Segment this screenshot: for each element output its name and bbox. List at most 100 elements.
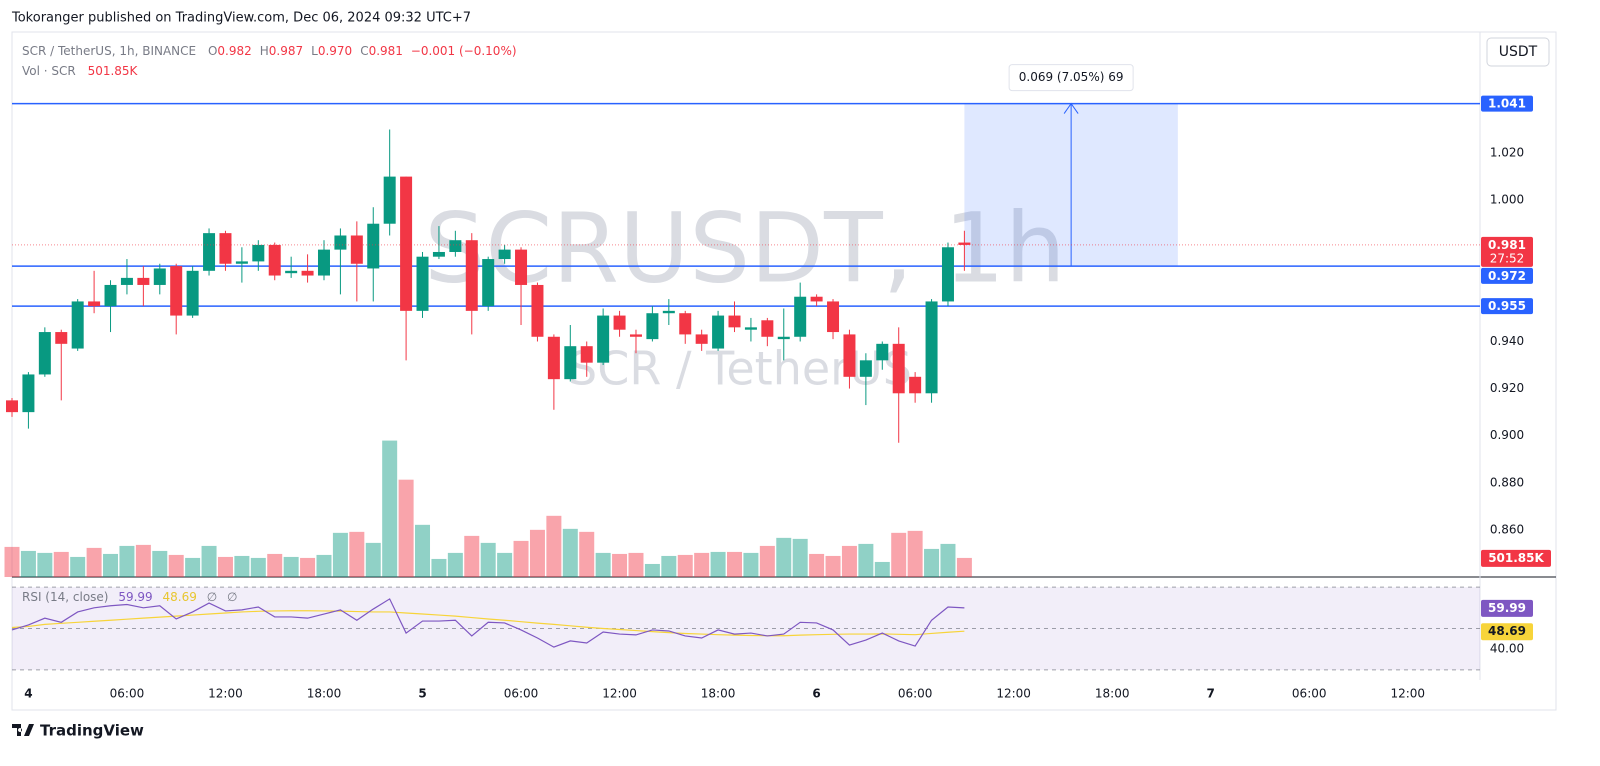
- candle-body: [662, 310, 675, 314]
- candle-body: [892, 343, 905, 394]
- currency-label[interactable]: USDT: [1499, 44, 1538, 60]
- price-tag: [1481, 298, 1533, 315]
- candle-body: [22, 374, 35, 413]
- rsi-legend: RSI (14, close) 59.99 48.69 ∅ ∅: [22, 590, 237, 604]
- y-tick-label: 0.940: [1490, 334, 1524, 348]
- candle-body: [958, 242, 971, 245]
- volume-bar: [628, 552, 644, 577]
- volume-bar: [841, 545, 857, 577]
- candle-body: [695, 334, 708, 344]
- volume-value: 501.85K: [88, 64, 139, 78]
- volume-tag-label: 501.85K: [1488, 551, 1544, 565]
- x-tick-label: 12:00: [996, 687, 1031, 701]
- volume-bar: [956, 557, 972, 577]
- volume-bar: [283, 556, 299, 577]
- volume-bar: [447, 552, 463, 577]
- volume-name: Vol · SCR: [22, 64, 76, 78]
- volume-bar: [891, 532, 907, 577]
- volume-bar: [365, 542, 381, 577]
- volume-bar: [4, 546, 20, 577]
- volume-bar: [825, 555, 841, 577]
- rsi-tag: [1481, 599, 1533, 617]
- volume-bar: [710, 551, 726, 577]
- volume-bar: [907, 530, 923, 577]
- candle-body: [301, 270, 314, 276]
- candle-body: [810, 296, 823, 302]
- candle-body: [613, 315, 626, 330]
- volume-bar: [924, 548, 940, 577]
- volume-bar: [546, 515, 562, 577]
- volume-bar: [792, 538, 808, 577]
- price-tag: [1481, 267, 1533, 284]
- y-tick-label: 0.900: [1490, 428, 1524, 442]
- volume-bar: [809, 553, 825, 577]
- candle-body: [235, 261, 248, 264]
- watermark: SCRUSDT, 1h SCR / TetherUS: [424, 192, 1065, 395]
- candle-body: [38, 332, 51, 375]
- y-tick-label: 0.880: [1490, 475, 1524, 489]
- candle-body: [317, 249, 330, 276]
- rsi-tag-label: 48.69: [1488, 624, 1526, 638]
- candle-body: [252, 244, 265, 262]
- x-tick-label: 6: [812, 687, 820, 701]
- volume-bar: [300, 557, 316, 577]
- volume-bar: [464, 535, 480, 577]
- rsi-name: RSI (14, close): [22, 590, 108, 604]
- rsi-value: 59.99: [118, 590, 152, 604]
- volume-bar: [86, 547, 102, 577]
- x-tick-label: 12:00: [1390, 687, 1425, 701]
- y-tick-label: 1.000: [1490, 193, 1524, 207]
- volume-bar: [940, 543, 956, 577]
- candle-body: [367, 223, 380, 269]
- volume-bar: [168, 554, 184, 577]
- candle-body: [153, 268, 166, 285]
- volume-bar: [382, 440, 398, 577]
- measure-label: 0.069 (7.05%) 69: [1019, 70, 1124, 84]
- candle-body: [432, 251, 445, 257]
- volume-bar: [415, 524, 431, 577]
- x-tick-label: 06:00: [110, 687, 145, 701]
- ohlc-key: O: [208, 44, 217, 58]
- candle-body: [285, 270, 298, 274]
- rsi-ma-line: [11, 610, 965, 637]
- candle-body: [219, 233, 232, 264]
- candle-body: [646, 313, 659, 340]
- rsi-na: ∅: [227, 590, 237, 604]
- volume-bar: [234, 555, 250, 577]
- volume-bar: [135, 544, 151, 577]
- volume-bar: [480, 542, 496, 577]
- volume-bar: [513, 540, 529, 577]
- symbol-legend: SCR / TetherUS, 1h, BINANCE O0.982 H0.987…: [22, 44, 517, 58]
- volume-bar: [119, 545, 135, 577]
- x-tick-label: 06:00: [504, 687, 539, 701]
- candle-body: [515, 249, 528, 285]
- candle-body: [400, 176, 413, 311]
- ohlc-key: C: [360, 44, 368, 58]
- candle-body: [531, 284, 544, 337]
- x-tick-label: 12:00: [602, 687, 637, 701]
- volume-bar: [103, 553, 119, 577]
- ohlc-value: 0.982: [217, 44, 251, 58]
- x-tick-label: 5: [418, 687, 426, 701]
- candle-body: [925, 301, 938, 394]
- candle-body: [71, 301, 84, 349]
- volume-bar: [595, 552, 611, 577]
- currency-button[interactable]: [1486, 37, 1550, 67]
- price-tag-label: 0.981: [1488, 238, 1526, 252]
- ohlc-value: 0.970: [318, 44, 352, 58]
- volume-bar: [677, 554, 693, 577]
- volume-bar: [776, 537, 792, 577]
- x-tick-label: 06:00: [898, 687, 933, 701]
- candle-body: [383, 176, 396, 224]
- volume-bar: [185, 557, 201, 577]
- candle-body: [580, 346, 593, 363]
- x-tick-label: 7: [1207, 687, 1215, 701]
- watermark-title: SCRUSDT, 1h: [424, 192, 1065, 304]
- volume-bar: [349, 531, 365, 577]
- rsi-tag: [1481, 623, 1533, 641]
- volume-bar: [20, 550, 36, 577]
- volume-bar: [201, 545, 217, 577]
- volume-bar: [431, 558, 447, 577]
- candle-body: [203, 233, 216, 271]
- brand-logo: [12, 724, 34, 736]
